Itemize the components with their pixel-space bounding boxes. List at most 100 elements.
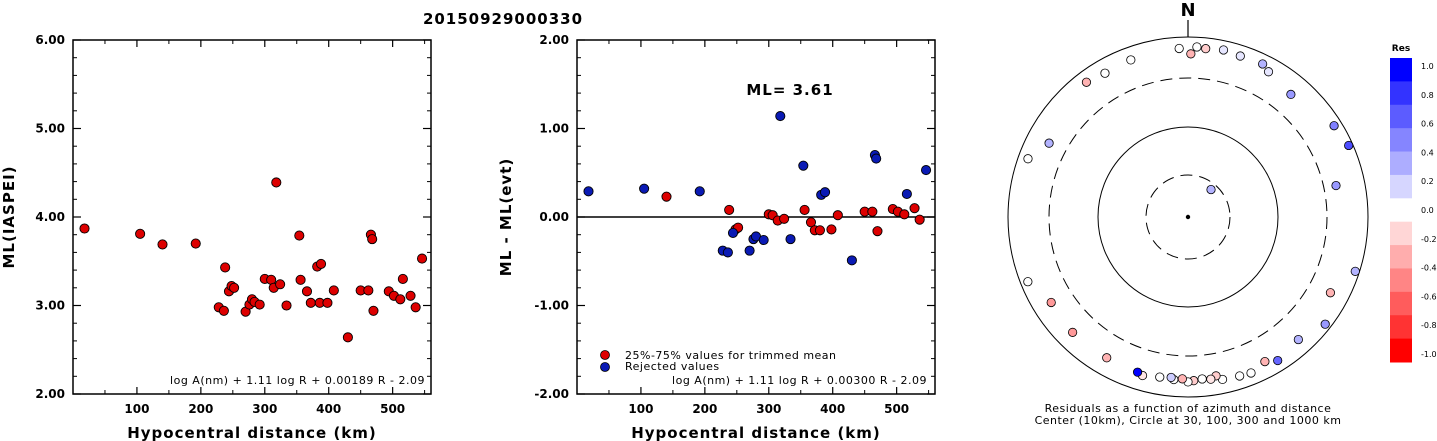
data-point xyxy=(367,234,378,245)
station-marker xyxy=(1186,49,1196,59)
y-tick-label: 4.00 xyxy=(35,210,65,224)
data-point xyxy=(727,227,739,238)
station-marker xyxy=(1046,297,1056,308)
data-point xyxy=(583,186,594,197)
data-point xyxy=(328,285,339,296)
legend-label-rejected: Rejected values xyxy=(625,360,720,373)
data-point xyxy=(775,111,786,122)
data-point xyxy=(190,238,201,249)
colorbar-label: 1.0 xyxy=(1421,62,1434,71)
station-marker xyxy=(1350,266,1360,276)
colorbar-label: 0.8 xyxy=(1421,91,1434,100)
y-tick-label: 2.00 xyxy=(35,387,65,401)
y-axis-label: ML - ML(evt) xyxy=(497,158,515,276)
x-axis-label: Hypocentral distance (km) xyxy=(127,424,377,441)
colorbar-label: 0.4 xyxy=(1421,148,1434,157)
colorbar-cell xyxy=(1390,245,1412,269)
data-point xyxy=(814,225,825,236)
data-point xyxy=(799,204,810,215)
station-marker xyxy=(1235,371,1245,381)
data-point xyxy=(254,299,265,310)
station-marker xyxy=(1192,42,1202,52)
x-tick-label: 100 xyxy=(628,402,653,416)
epicenter-dot xyxy=(1185,214,1191,220)
data-point xyxy=(301,286,313,297)
data-point xyxy=(416,253,428,264)
plot-frame xyxy=(72,39,432,395)
x-tick-label: 200 xyxy=(692,402,717,416)
station-marker xyxy=(1320,319,1330,329)
data-point xyxy=(826,224,837,235)
data-point xyxy=(157,239,168,250)
x-tick-label: 500 xyxy=(380,402,405,416)
axis-ticks: 100 200 300 400 500 2.00 3.00 4.00 5.00 6.00 xyxy=(35,33,431,416)
data-point xyxy=(832,210,843,221)
data-point xyxy=(368,305,379,316)
data-point xyxy=(872,226,883,237)
colorbar-cell xyxy=(1390,315,1412,340)
data-point xyxy=(275,279,286,290)
ring-1000km xyxy=(1007,36,1369,398)
colorbar-label: 0.6 xyxy=(1421,120,1434,129)
data-point xyxy=(295,274,306,285)
colorbar-cell xyxy=(1390,174,1412,199)
station-marker xyxy=(1263,67,1274,77)
station-marker xyxy=(1206,374,1216,384)
station-marker xyxy=(1174,43,1184,54)
station-marker xyxy=(1102,353,1112,363)
data-point xyxy=(305,297,316,308)
station-marker xyxy=(1197,374,1207,384)
data-point xyxy=(798,160,809,171)
data-point xyxy=(785,234,796,245)
station-marker xyxy=(1258,59,1268,69)
data-point xyxy=(901,188,912,200)
station-markers xyxy=(1023,42,1360,387)
colorbar-label: -0.4 xyxy=(1421,264,1437,273)
data-point xyxy=(758,234,769,246)
data-point xyxy=(395,294,406,305)
caption-line-2: Center (10km), Circle at 30, 100, 300 an… xyxy=(1035,414,1342,427)
station-marker xyxy=(1246,368,1256,378)
data-point xyxy=(914,214,925,225)
colorbar-cell xyxy=(1390,151,1412,176)
data-point xyxy=(694,186,705,197)
data-point xyxy=(342,332,353,343)
station-marker xyxy=(1068,327,1078,337)
colorbar-cell xyxy=(1390,338,1412,363)
station-marker xyxy=(1260,356,1270,367)
data-point xyxy=(281,300,292,311)
x-tick-label: 400 xyxy=(820,402,845,416)
ring-30km xyxy=(1145,174,1231,260)
station-marker xyxy=(1023,277,1033,287)
legend-label-trimmed: 25%-75% values for trimmed mean xyxy=(625,349,837,362)
colorbar-cell xyxy=(1390,291,1412,316)
y-tick-label: 0.00 xyxy=(539,210,569,224)
axis-ticks: 100 200 300 400 500 -2.00 -1.00 0.00 1.00 2.00 xyxy=(534,33,935,416)
x-tick-label: 300 xyxy=(252,402,277,416)
colorbar-cell xyxy=(1390,221,1412,246)
north-label: N xyxy=(1180,0,1195,21)
panel-ml-residual: 100 200 300 400 500 -2.00 -1.00 0.00 1.00 2.00 ML… xyxy=(497,33,936,441)
data-point xyxy=(397,273,408,285)
legend-marker-rejected xyxy=(600,362,610,372)
y-tick-label: -2.00 xyxy=(534,387,569,401)
data-point xyxy=(405,290,416,301)
y-tick-label: 3.00 xyxy=(35,299,65,313)
data-point xyxy=(79,223,90,234)
colorbar-label: -0.2 xyxy=(1421,235,1437,244)
data-points xyxy=(583,111,932,266)
station-marker xyxy=(1044,138,1054,148)
data-point xyxy=(899,209,910,220)
station-marker xyxy=(1201,44,1211,54)
data-point xyxy=(724,204,735,215)
data-point xyxy=(846,255,857,266)
panel-ml-iaspei: 100 200 300 400 500 2.00 3.00 4.00 5.00 6.00 Hypo… xyxy=(0,33,432,441)
legend-marker-trimmed xyxy=(600,350,610,360)
station-marker xyxy=(1218,45,1229,55)
station-marker xyxy=(1329,121,1339,131)
station-marker xyxy=(1023,154,1033,164)
colorbar-label: -0.8 xyxy=(1421,321,1437,330)
panel-polar-map: N Residuals as a function of azimuth and… xyxy=(1007,0,1369,427)
station-marker xyxy=(1100,68,1110,78)
